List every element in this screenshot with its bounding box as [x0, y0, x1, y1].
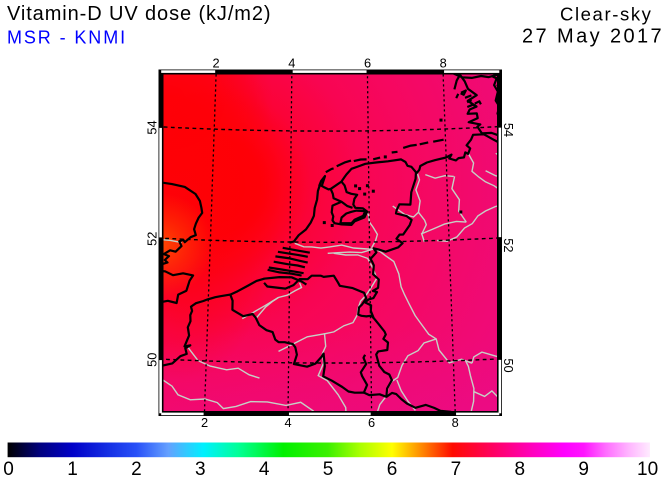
svg-text:10: 10: [637, 459, 658, 480]
svg-text:6: 6: [387, 459, 398, 480]
svg-text:1: 1: [67, 459, 78, 480]
svg-text:50: 50: [501, 358, 516, 372]
svg-text:54: 54: [501, 123, 516, 137]
svg-text:Vitamin-D UV dose (kJ/m2): Vitamin-D UV dose (kJ/m2): [7, 3, 271, 25]
svg-text:0: 0: [3, 459, 14, 480]
svg-text:27 May 2017: 27 May 2017: [522, 26, 664, 48]
svg-text:8: 8: [452, 415, 459, 430]
svg-text:52: 52: [501, 238, 516, 252]
svg-text:5: 5: [323, 459, 334, 480]
svg-text:Clear-sky: Clear-sky: [560, 4, 653, 25]
svg-text:52: 52: [144, 232, 159, 246]
svg-text:4: 4: [288, 56, 295, 71]
svg-text:2: 2: [131, 459, 142, 480]
svg-text:50: 50: [144, 353, 159, 367]
svg-text:54: 54: [144, 120, 159, 134]
svg-text:6: 6: [368, 415, 375, 430]
svg-text:MSR - KNMI: MSR - KNMI: [7, 28, 127, 48]
svg-text:2: 2: [213, 56, 220, 71]
svg-text:2: 2: [201, 415, 208, 430]
svg-text:3: 3: [195, 459, 206, 480]
svg-text:8: 8: [440, 56, 447, 71]
svg-text:7: 7: [451, 459, 462, 480]
svg-text:4: 4: [285, 415, 292, 430]
svg-text:9: 9: [578, 459, 589, 480]
svg-text:6: 6: [364, 56, 371, 71]
svg-text:4: 4: [259, 459, 270, 480]
svg-text:8: 8: [515, 459, 526, 480]
